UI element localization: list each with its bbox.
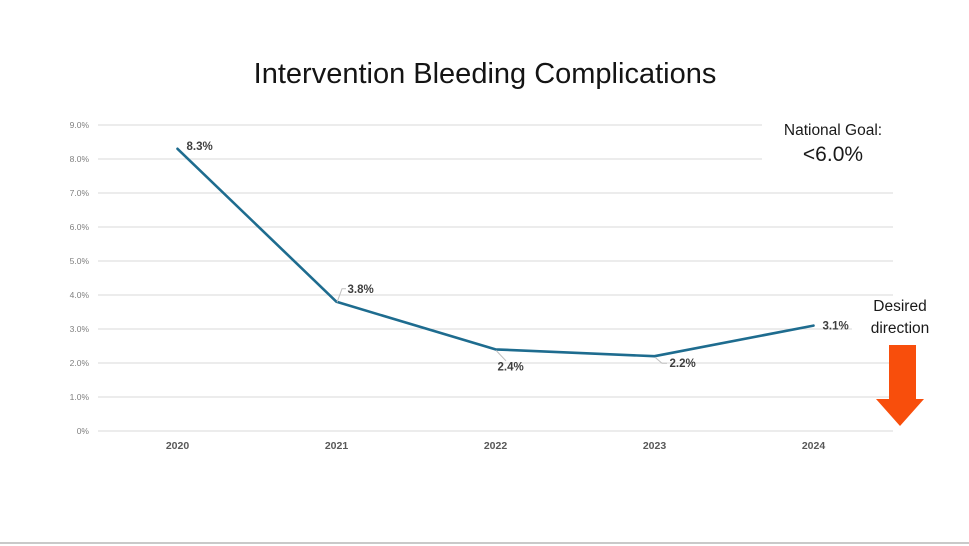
y-axis-tick-label: 5.0% [70, 256, 90, 266]
data-label-leader-line [336, 288, 346, 303]
desired-direction-line1: Desired [873, 298, 927, 315]
data-label-leader-line [654, 356, 667, 364]
data-series-line [176, 147, 815, 358]
national-goal-textbox[interactable]: National Goal: <6.0% [762, 114, 904, 184]
national-goal-label: National Goal: [783, 122, 883, 139]
data-point-label: 3.1% [823, 321, 849, 333]
chart-title: Intervention Bleeding Complications [253, 58, 717, 90]
y-axis-tick-label: 6.0% [70, 222, 90, 232]
desired-direction-textbox[interactable]: Desired direction [852, 296, 948, 346]
y-axis-tick-label: 8.0% [70, 154, 90, 164]
x-axis-category-label: 2022 [484, 440, 508, 452]
desired-direction-line2: direction [870, 320, 930, 337]
y-axis-tick-label: 2.0% [70, 358, 90, 368]
y-axis-tick-label: 0% [77, 426, 90, 436]
y-axis-tick-label: 3.0% [70, 324, 90, 334]
y-axis-tick-label: 9.0% [70, 120, 90, 130]
data-point-label: 2.4% [498, 361, 524, 373]
x-axis-category-label: 2020 [166, 440, 190, 452]
y-axis-tick-label: 4.0% [70, 290, 90, 300]
data-point-label: 3.8% [348, 284, 374, 296]
down-arrow-shape [876, 345, 924, 426]
data-point-label: 8.3% [187, 141, 213, 153]
slide-bottom-edge [0, 542, 969, 544]
data-point-label: 2.2% [670, 358, 696, 370]
x-axis-category-label: 2023 [643, 440, 667, 452]
down-arrow-icon[interactable] [870, 340, 940, 435]
y-axis-tick-label: 1.0% [70, 392, 90, 402]
x-axis-category-label: 2024 [802, 440, 826, 452]
y-axis-tick-label: 7.0% [70, 188, 90, 198]
national-goal-value: <6.0% [802, 143, 864, 166]
x-axis-category-label: 2021 [325, 440, 349, 452]
data-label-leader-line [495, 350, 507, 362]
